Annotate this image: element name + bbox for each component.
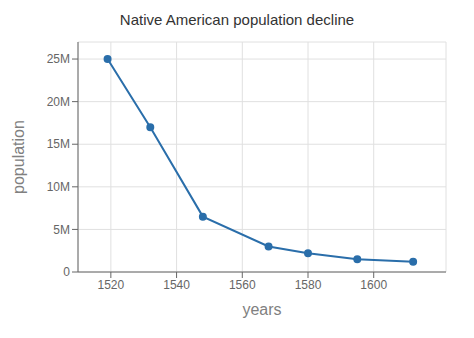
svg-text:15M: 15M [47, 137, 70, 151]
svg-text:0: 0 [63, 265, 70, 279]
html-text:Native American population dec: Native American population decline [119, 11, 355, 28]
svg-text:population: population [10, 120, 27, 194]
svg-text:1520: 1520 [98, 278, 125, 292]
svg-text:1540: 1540 [163, 278, 190, 292]
svg-text:1600: 1600 [360, 278, 387, 292]
svg-text:5M: 5M [53, 223, 70, 237]
svg-text:25M: 25M [47, 52, 70, 66]
svg-text:1580: 1580 [295, 278, 322, 292]
svg-text:years: years [242, 301, 281, 318]
svg-text:20M: 20M [47, 95, 70, 109]
svg-text:10M: 10M [47, 180, 70, 194]
svg-text:1560: 1560 [229, 278, 256, 292]
